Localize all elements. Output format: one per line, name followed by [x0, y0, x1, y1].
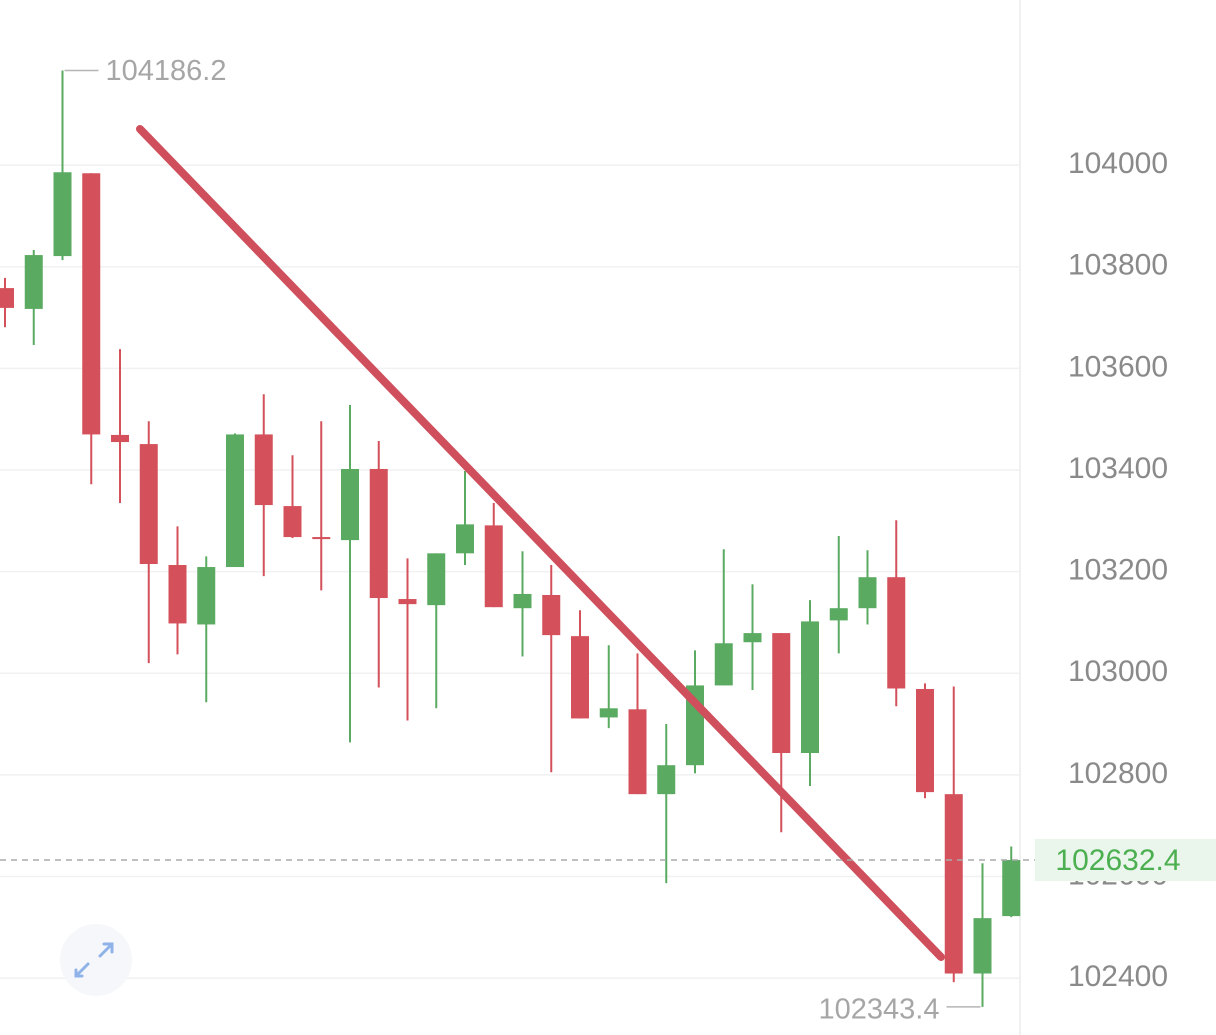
candle-body	[139, 444, 158, 564]
expand-icon[interactable]	[74, 942, 114, 978]
candle-body	[456, 524, 474, 554]
candle-body	[599, 708, 618, 718]
candle-body	[427, 553, 446, 606]
candle-body	[312, 537, 331, 540]
last-price-box	[1035, 839, 1216, 882]
y-tick-label: 102400	[1068, 960, 1168, 993]
candle-body	[628, 709, 647, 795]
candle-body	[111, 434, 129, 443]
candle-body	[53, 172, 72, 257]
candle-body	[513, 593, 532, 609]
max-label: 104186.2	[106, 55, 227, 87]
y-tick-label: 103600	[1068, 350, 1168, 383]
candle-body	[858, 577, 877, 609]
candle-body	[944, 794, 963, 974]
candle-body	[369, 468, 388, 599]
min-label: 102343.4	[819, 994, 940, 1026]
candle-body	[916, 688, 934, 793]
expand-button[interactable]	[60, 924, 132, 996]
candle-body	[197, 567, 216, 625]
candle-body	[714, 643, 733, 686]
candle-body	[801, 621, 819, 754]
candles	[0, 70, 1021, 1007]
candle-body	[341, 468, 359, 541]
y-tick-label: 103800	[1068, 249, 1168, 282]
y-tick-label: 103400	[1068, 452, 1168, 485]
candle-body	[283, 506, 302, 538]
candle-body	[82, 173, 101, 435]
candle-body	[398, 599, 417, 605]
candle-body	[887, 577, 906, 689]
candle-body	[571, 636, 589, 719]
y-tick-label: 102800	[1068, 757, 1168, 790]
candle-body	[772, 633, 791, 754]
candle-body	[829, 608, 848, 621]
candle-body	[226, 434, 244, 568]
candle-body	[254, 434, 273, 506]
y-tick-label: 103200	[1068, 554, 1168, 587]
candle-body	[1002, 860, 1021, 917]
candle-body	[973, 918, 992, 974]
candle-body	[24, 255, 43, 309]
trend-line	[136, 125, 945, 961]
candle-body	[0, 288, 14, 308]
grid: 1024001026001028001030001032001034001036…	[0, 147, 1168, 993]
candle-body	[743, 633, 762, 643]
candle-body	[657, 765, 676, 795]
expand-button-bg[interactable]	[60, 924, 132, 996]
y-tick-label: 104000	[1068, 147, 1168, 180]
overlay: 104186.2 102343.4 102632.4	[0, 55, 1216, 1026]
candle-body	[484, 525, 503, 608]
candle-body	[542, 594, 561, 636]
candle-body	[168, 565, 187, 624]
last-price-label: 102632.4	[1055, 844, 1180, 877]
y-tick-label: 103000	[1068, 655, 1168, 688]
